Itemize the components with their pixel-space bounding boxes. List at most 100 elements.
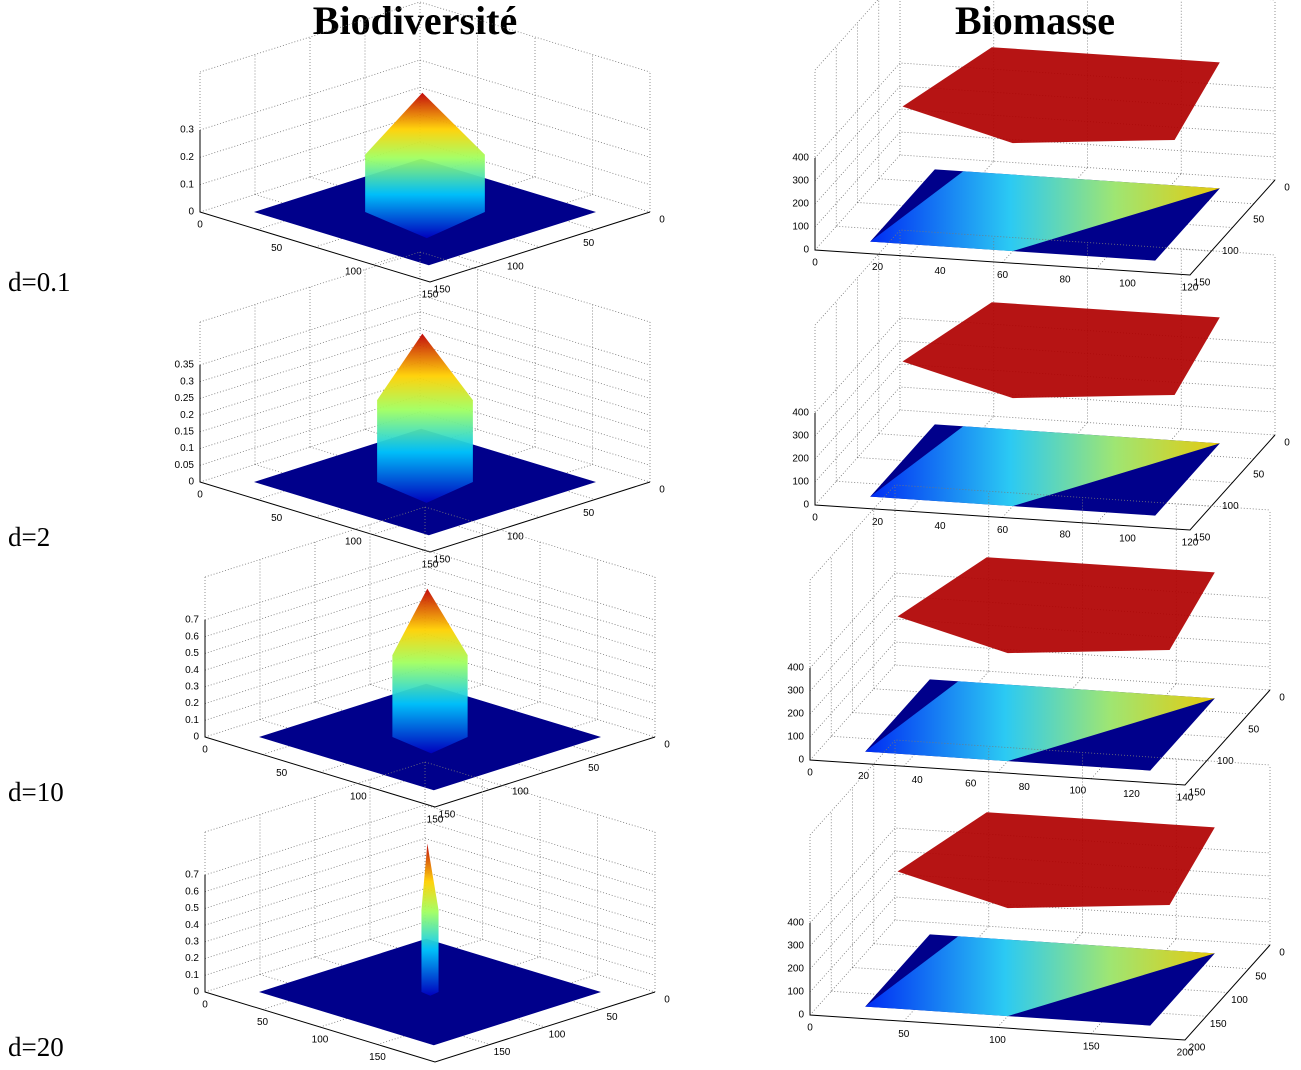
z-tick-label: 0.05 bbox=[175, 460, 195, 471]
y-tick-label: 150 bbox=[1194, 533, 1211, 544]
x-tick-label: 20 bbox=[872, 262, 884, 273]
x-tick-label: 40 bbox=[912, 775, 924, 786]
x-tick-label: 80 bbox=[1019, 782, 1031, 793]
x-tick-label: 40 bbox=[934, 266, 946, 277]
z-tick-label: 0.7 bbox=[185, 615, 199, 626]
z-tick-label: 200 bbox=[787, 964, 804, 975]
y-tick-label: 100 bbox=[1222, 246, 1239, 257]
y-tick-label: 150 bbox=[1210, 1019, 1227, 1030]
z-tick-label: 0.1 bbox=[185, 970, 199, 981]
z-tick-label: 100 bbox=[787, 732, 804, 743]
x-tick-label: 40 bbox=[934, 521, 946, 532]
y-tick-label: 50 bbox=[1253, 469, 1265, 480]
column-title: Biodiversité bbox=[313, 0, 517, 43]
x-tick-label: 100 bbox=[1119, 278, 1136, 289]
x-tick-label: 120 bbox=[1123, 789, 1140, 800]
y-tick-label: 100 bbox=[507, 531, 524, 542]
z-tick-label: 0 bbox=[193, 987, 199, 998]
z-tick-label: 400 bbox=[787, 663, 804, 674]
y-tick-label: 150 bbox=[434, 555, 451, 566]
y-tick-label: 150 bbox=[1194, 278, 1211, 289]
z-tick-label: 0 bbox=[798, 755, 804, 766]
surface bbox=[421, 844, 438, 996]
z-tick-label: 0 bbox=[188, 207, 194, 218]
surface bbox=[898, 557, 1215, 653]
z-tick-label: 200 bbox=[787, 709, 804, 720]
x-tick-label: 0 bbox=[812, 513, 818, 524]
y-tick-label: 0 bbox=[1284, 183, 1290, 194]
z-tick-label: 0.3 bbox=[180, 376, 194, 387]
y-tick-label: 100 bbox=[1217, 756, 1234, 767]
y-tick-label: 150 bbox=[1189, 788, 1206, 799]
y-tick-label: 50 bbox=[606, 1012, 618, 1023]
z-tick-label: 400 bbox=[787, 918, 804, 929]
row-label: d=0.1 bbox=[8, 267, 70, 297]
x-tick-label: 100 bbox=[350, 791, 367, 802]
x-tick-label: 100 bbox=[345, 536, 362, 547]
z-tick-label: 300 bbox=[787, 941, 804, 952]
y-tick-label: 100 bbox=[512, 786, 529, 797]
z-tick-label: 400 bbox=[792, 153, 809, 164]
z-tick-label: 0.3 bbox=[185, 681, 199, 692]
x-tick-label: 50 bbox=[276, 768, 288, 779]
x-tick-label: 150 bbox=[369, 1052, 386, 1063]
z-tick-label: 0.2 bbox=[180, 152, 194, 163]
y-tick-label: 100 bbox=[549, 1030, 566, 1041]
z-tick-label: 200 bbox=[792, 199, 809, 210]
x-tick-label: 60 bbox=[997, 525, 1009, 536]
y-tick-label: 0 bbox=[1279, 948, 1285, 959]
y-tick-label: 150 bbox=[434, 285, 451, 296]
y-tick-label: 0 bbox=[664, 740, 670, 751]
z-tick-label: 0 bbox=[803, 245, 809, 256]
x-tick-label: 0 bbox=[807, 1023, 813, 1034]
z-tick-label: 0 bbox=[798, 1010, 804, 1021]
y-tick-label: 0 bbox=[664, 995, 670, 1006]
x-tick-label: 60 bbox=[965, 778, 977, 789]
surface bbox=[898, 812, 1215, 908]
z-tick-label: 0.3 bbox=[180, 125, 194, 136]
z-tick-label: 0 bbox=[188, 477, 194, 488]
z-tick-label: 300 bbox=[787, 686, 804, 697]
y-tick-label: 50 bbox=[583, 238, 595, 249]
y-tick-label: 100 bbox=[1222, 501, 1239, 512]
x-tick-label: 80 bbox=[1059, 529, 1071, 540]
z-tick-label: 0.4 bbox=[185, 665, 199, 676]
z-tick-label: 100 bbox=[792, 222, 809, 233]
row-label: d=2 bbox=[8, 522, 50, 552]
x-tick-label: 0 bbox=[202, 745, 208, 756]
x-tick-label: 80 bbox=[1059, 274, 1071, 285]
row-label: d=10 bbox=[8, 777, 64, 807]
y-tick-label: 100 bbox=[507, 261, 524, 272]
z-tick-label: 0.4 bbox=[185, 920, 199, 931]
z-tick-label: 0.2 bbox=[185, 953, 199, 964]
z-tick-label: 0.5 bbox=[185, 903, 199, 914]
column-title: Biomasse bbox=[955, 0, 1115, 43]
y-tick-label: 200 bbox=[1189, 1043, 1206, 1054]
z-tick-label: 0.1 bbox=[180, 443, 194, 454]
x-tick-label: 100 bbox=[1070, 785, 1087, 796]
z-tick-label: 0.15 bbox=[175, 426, 195, 437]
surface bbox=[903, 47, 1220, 143]
x-tick-label: 50 bbox=[257, 1017, 269, 1028]
y-tick-label: 100 bbox=[1231, 995, 1248, 1006]
y-tick-label: 50 bbox=[583, 508, 595, 519]
x-tick-label: 0 bbox=[197, 220, 203, 231]
y-tick-label: 0 bbox=[659, 215, 665, 226]
z-tick-label: 0.3 bbox=[185, 936, 199, 947]
y-tick-label: 0 bbox=[1284, 438, 1290, 449]
x-tick-label: 60 bbox=[997, 270, 1009, 281]
x-tick-label: 150 bbox=[1083, 1041, 1100, 1052]
surface bbox=[365, 93, 485, 238]
x-tick-label: 0 bbox=[197, 490, 203, 501]
z-tick-label: 0 bbox=[803, 500, 809, 511]
z-tick-label: 400 bbox=[792, 408, 809, 419]
x-tick-label: 100 bbox=[312, 1035, 329, 1046]
x-tick-label: 0 bbox=[202, 1000, 208, 1011]
y-tick-label: 150 bbox=[439, 810, 456, 821]
z-tick-label: 0.35 bbox=[175, 360, 195, 371]
x-tick-label: 0 bbox=[812, 258, 818, 269]
x-tick-label: 100 bbox=[345, 266, 362, 277]
z-tick-label: 0.6 bbox=[185, 631, 199, 642]
z-tick-label: 0.1 bbox=[185, 715, 199, 726]
